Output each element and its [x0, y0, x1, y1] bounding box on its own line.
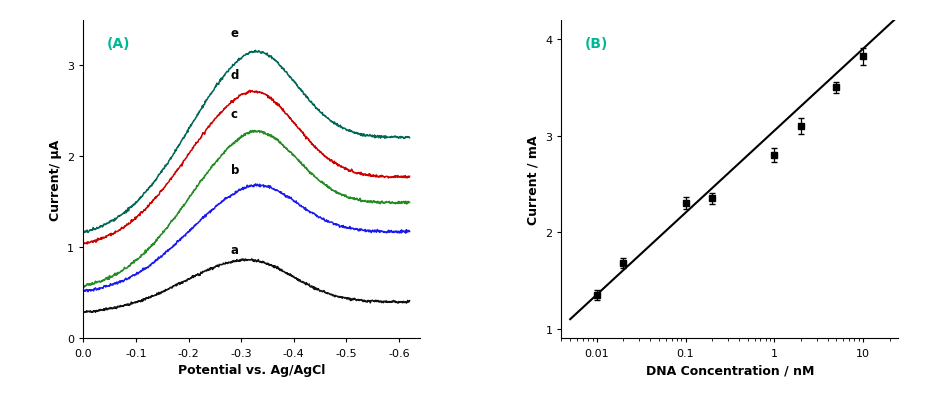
Y-axis label: Current / mA: Current / mA [527, 135, 540, 224]
Text: (A): (A) [106, 37, 131, 50]
Text: b: b [231, 164, 239, 177]
Text: e: e [231, 27, 239, 40]
Text: (B): (B) [585, 37, 608, 50]
Text: c: c [231, 108, 238, 121]
Y-axis label: Current/ μA: Current/ μA [49, 139, 62, 220]
Text: d: d [231, 69, 239, 81]
X-axis label: Potential vs. Ag/AgCl: Potential vs. Ag/AgCl [178, 363, 325, 376]
Text: a: a [231, 243, 239, 256]
X-axis label: DNA Concentration / nM: DNA Concentration / nM [645, 363, 814, 376]
